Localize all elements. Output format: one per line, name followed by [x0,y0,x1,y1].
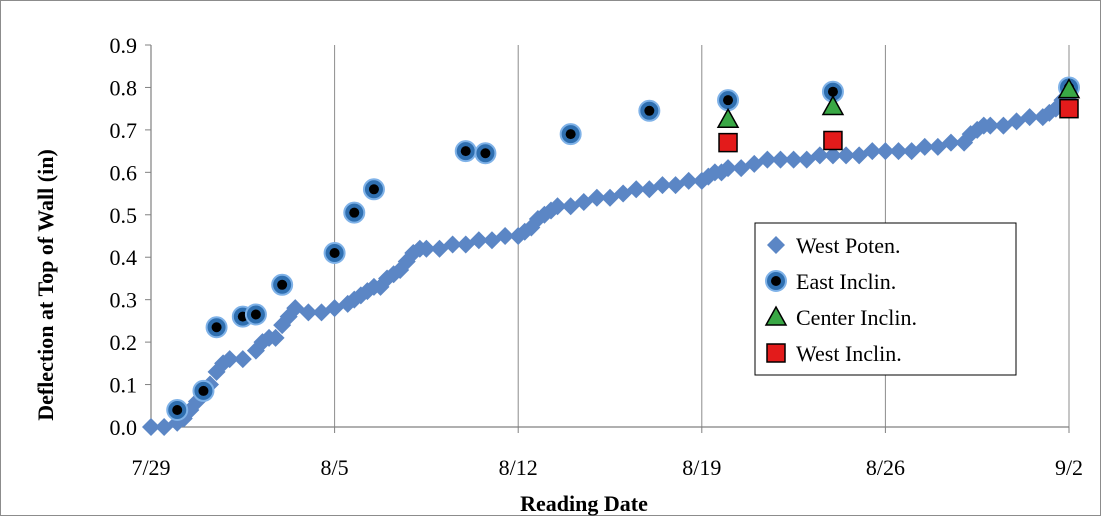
legend-marker [764,305,788,326]
data-point [220,350,239,369]
data-point [166,399,189,422]
data-point [1057,78,1081,99]
legend-label: Center Inclin. [796,305,917,330]
data-point [1059,98,1079,119]
y-tick-label: 0.7 [110,118,138,143]
data-point [981,116,1000,135]
x-tick-label: 8/5 [321,455,349,480]
legend-label: West Poten. [796,233,901,258]
y-tick-label: 0.0 [110,415,138,440]
data-point [474,142,497,165]
x-tick-label: 8/12 [499,455,538,480]
data-point [638,99,661,122]
x-tick-label: 7/29 [131,455,170,480]
data-point [548,197,567,216]
y-tick-label: 0.9 [110,33,138,58]
data-point [915,137,934,156]
data-point [299,303,318,322]
data-point [1020,108,1039,127]
data-point [823,146,842,165]
y-tick-label: 0.6 [110,160,138,185]
y-tick-label: 0.3 [110,288,138,313]
data-point [784,150,803,169]
data-point [823,130,843,151]
data-point [653,176,672,195]
data-point [397,252,416,271]
legend-marker [765,270,787,292]
axes [145,44,1070,433]
legend-box [754,222,1017,376]
data-point [496,227,515,245]
x-axis-title: Reading Date [520,491,648,516]
data-point [889,142,908,161]
data-point [718,132,738,153]
data-point [587,188,606,207]
y-tick-label: 0.5 [110,203,138,228]
data-point [192,379,215,402]
data-point [244,303,267,326]
data-point [679,171,698,190]
legend-label: East Inclin. [796,269,896,294]
x-tick-label: 9/2 [1055,455,1083,480]
x-tick-labels: 7/29 8/5 8/12 8/19 8/26 9/2 [131,455,1083,480]
data-point [469,231,488,250]
data-point [821,95,845,116]
x-tick-label: 8/19 [682,455,721,480]
data-point [810,146,829,165]
data-point [716,107,740,129]
data-point [717,89,740,112]
data-point [771,150,790,169]
data-point [142,418,160,436]
data-point [266,328,285,347]
y-axis-title: Deflection at Top of Wall (in) [33,149,58,421]
data-point [941,133,960,152]
data-point [205,316,228,339]
y-tick-label: 0.2 [110,330,138,355]
legend: West Poten. East Inclin. Center Inclin. Wes… [754,222,1017,376]
series-triangle [716,78,1081,129]
data-point [758,150,777,169]
data-point [417,239,436,258]
data-point [837,146,856,165]
legend-label: West Inclin. [796,341,902,366]
data-point [443,235,462,254]
data-point [271,273,294,296]
data-point [876,142,895,161]
data-point [627,180,646,199]
x-tick-label: 8/26 [866,455,905,480]
legend-marker [767,236,785,254]
data-point [362,178,385,201]
data-point [343,201,366,224]
y-tick-label: 0.4 [110,245,138,270]
series-square [718,98,1079,153]
data-point [863,142,882,161]
data-point [323,241,346,264]
y-tick-label: 0.8 [110,75,138,100]
data-point [233,350,252,369]
data-point [719,159,738,178]
legend-marker [766,343,786,363]
data-series [142,76,1081,436]
y-tick-labels: 0.0 0.1 0.2 0.3 0.4 0.5 0.6 0.7 0.8 0.9 [110,33,138,440]
y-tick-label: 0.1 [110,373,138,398]
data-point [454,140,477,163]
data-point [559,123,582,146]
